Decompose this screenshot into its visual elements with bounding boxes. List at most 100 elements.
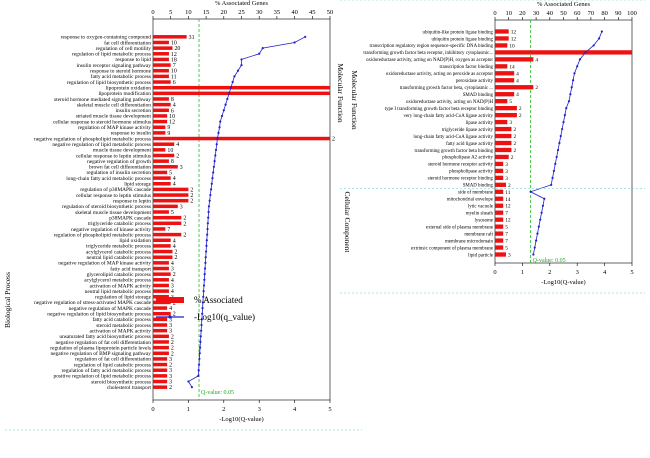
left-bar	[153, 323, 168, 327]
right-term-label: phospholipase A2 activity	[442, 156, 493, 161]
left-term-label: response to leptin	[113, 198, 151, 204]
right-bar	[495, 78, 515, 83]
right-count-label: 12	[511, 29, 517, 35]
right-bar	[495, 210, 504, 215]
left-term-label: lipid oxidation	[119, 238, 151, 244]
left-qvalue-point	[216, 137, 219, 140]
left-term-label: response to insulin	[111, 131, 152, 137]
right-bar	[495, 252, 506, 257]
left-qvalue-point	[214, 154, 217, 157]
left-bar	[153, 119, 168, 124]
left-count-label: 10	[167, 148, 173, 154]
left-term-label: neutral lipid metabolic process	[85, 289, 151, 295]
left-count-label: 12	[171, 52, 177, 58]
left-qvalue-point	[205, 250, 208, 253]
right-term-label: phospholipase activity	[449, 170, 493, 175]
left-bar	[153, 102, 171, 107]
left-count-label: 4	[176, 142, 179, 148]
left-count-label: 4	[173, 182, 176, 188]
right-bar	[495, 112, 517, 118]
left-count-label: 3	[171, 283, 174, 289]
left-bar	[153, 232, 182, 237]
right-qvalue-point	[541, 204, 545, 207]
right-qvalue-point	[532, 253, 535, 256]
left-count-label: 3	[169, 329, 172, 335]
left-bar	[153, 266, 169, 271]
left-qvalue-point	[200, 323, 203, 327]
left-bar	[153, 170, 168, 175]
left-term-label: negative regulation of MAPK cascade	[69, 305, 152, 312]
left-bottom-tick-label: 3	[258, 406, 261, 413]
right-term-label: lipase activity	[466, 121, 494, 126]
left-top-tick-label: 50	[327, 9, 334, 16]
right-count-label: 2	[508, 183, 511, 189]
right-count-label: 4	[535, 57, 538, 63]
right-qvalue-point	[539, 218, 542, 221]
left-term-label: negative regulation of BMP signaling pat…	[50, 350, 151, 357]
left-count-label: 5	[169, 170, 172, 176]
left-bar	[153, 210, 169, 214]
left-qvalue-point	[204, 256, 207, 259]
right-bar	[495, 147, 512, 153]
left-count-label: 8	[171, 97, 174, 103]
left-term-label: activation of MAPK activity	[89, 282, 151, 289]
left-qvalue-point	[304, 35, 307, 38]
left-bottom-axis-label: -Log10(Q-value)	[219, 416, 263, 423]
right-qvalue-line	[529, 31, 603, 255]
left-qvalue-point	[217, 131, 220, 134]
right-qvalue-point	[571, 79, 575, 82]
left-term-label: steroid hormone mediated signaling pathw…	[54, 97, 151, 103]
left-qvalue-point	[198, 346, 202, 349]
right-qvalue-point	[555, 155, 558, 159]
left-top-tick-label: 35	[274, 9, 281, 16]
left-bar	[153, 181, 171, 186]
right-top-tick-label: 100	[627, 10, 637, 17]
legend-line-marker	[168, 315, 172, 319]
left-count-label: 3	[169, 317, 172, 323]
left-top-tick-label: 20	[221, 9, 228, 16]
right-term-label: ubiquitin-like protein ligase binding	[423, 30, 494, 35]
left-bar	[153, 374, 168, 378]
left-count-label: 2	[173, 312, 176, 318]
left-term-label: brown fat cell differentiation	[89, 164, 151, 171]
left-qvalue-point	[219, 120, 222, 123]
right-qvalue-point	[561, 127, 564, 131]
left-qvalue-point	[229, 86, 232, 89]
left-term-label: p38MAPK cascade	[109, 215, 151, 221]
right-bar	[495, 196, 504, 201]
left-term-label: activation of MAPK activity	[89, 327, 151, 334]
right-bottom-axis-label: -Log10(Q-value)	[541, 279, 585, 286]
left-qvalue-point	[240, 58, 243, 61]
left-count-label: 2	[332, 137, 335, 143]
left-bar	[153, 368, 168, 372]
left-term-label: regulation of MAP kinase activity	[78, 124, 151, 131]
right-count-label: 14	[509, 64, 515, 70]
left-count-label: 2	[183, 221, 186, 227]
right-bar	[495, 36, 509, 41]
left-count-label: 3	[180, 204, 183, 210]
left-bar	[153, 148, 166, 152]
left-count-label: 2	[169, 385, 172, 391]
left-count-label: 3	[169, 357, 172, 363]
left-qvalue-point	[233, 75, 236, 78]
left-term-label: fatty acid catabolic process	[92, 316, 151, 323]
legend: % Associated -Log10(q_value)	[156, 295, 255, 322]
left-count-label: 12	[169, 120, 175, 126]
left-qvalue-point	[202, 290, 205, 293]
right-bar	[495, 133, 512, 139]
right-term-label: steroid hormone receptor activity	[428, 163, 494, 168]
right-term-label: mitochondrial envelope	[447, 198, 493, 203]
left-term-label: response to lipid	[115, 57, 151, 63]
left-term-label: regulation of lipid metabolic process	[72, 51, 151, 58]
left-bar	[153, 97, 169, 101]
left-count-label: 10	[171, 40, 177, 46]
left-term-label: negative regulation of MAP kinase activi…	[58, 260, 151, 267]
left-count-label: 3	[169, 374, 172, 380]
right-bar	[495, 29, 509, 34]
right-count-label: 3	[505, 176, 508, 182]
right-top-tick-label: 70	[588, 10, 595, 17]
right-term-label: extrinsic component of plasma membrane	[411, 246, 493, 251]
left-qvalue-point	[240, 63, 243, 67]
right-count-label: 4	[516, 92, 519, 98]
right-bar	[495, 175, 504, 181]
